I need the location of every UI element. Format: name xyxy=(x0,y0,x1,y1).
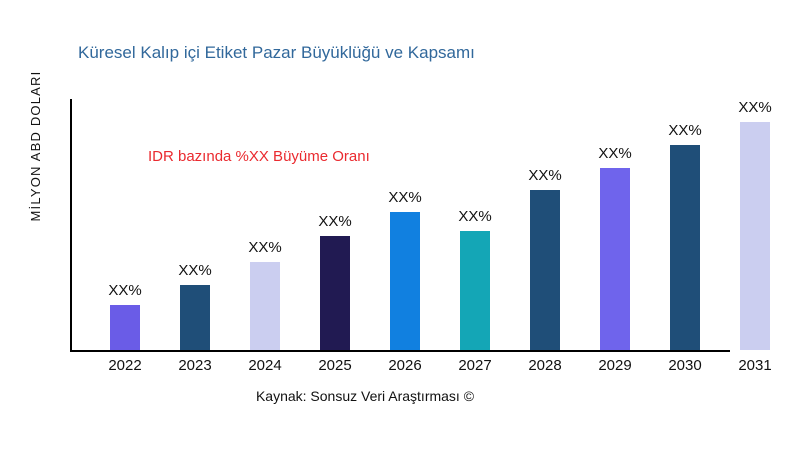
bar-value-label-2024: XX% xyxy=(248,239,282,256)
bar-2025 xyxy=(320,236,350,350)
bar-value-label-2023: XX% xyxy=(178,262,212,279)
bar-value-label-2031: XX% xyxy=(738,99,772,116)
x-tick-label-2023: 2023 xyxy=(178,357,212,374)
x-tick-label-2026: 2026 xyxy=(388,357,422,374)
bar-value-label-2028: XX% xyxy=(528,167,562,184)
bar-value-label-2025: XX% xyxy=(318,213,352,230)
bar-2022 xyxy=(110,305,140,350)
x-tick-label-2030: 2030 xyxy=(668,357,702,374)
x-tick-label-2028: 2028 xyxy=(528,357,562,374)
bar-2026 xyxy=(390,212,420,350)
bar-2029 xyxy=(600,168,630,350)
x-tick-label-2022: 2022 xyxy=(108,357,142,374)
bar-value-label-2027: XX% xyxy=(458,208,492,225)
bar-2024 xyxy=(250,262,280,350)
growth-rate-annotation: IDR bazında %XX Büyüme Oranı xyxy=(148,148,370,165)
bar-value-label-2029: XX% xyxy=(598,145,632,162)
bar-value-label-2030: XX% xyxy=(668,122,702,139)
bar-value-label-2022: XX% xyxy=(108,282,142,299)
y-axis-line xyxy=(70,99,72,350)
y-axis-label: MİLYON ABD DOLARI xyxy=(28,70,43,222)
source-caption: Kaynak: Sonsuz Veri Araştırması © xyxy=(255,388,475,404)
x-tick-label-2025: 2025 xyxy=(318,357,352,374)
bar-2031 xyxy=(740,122,770,350)
bar-value-label-2026: XX% xyxy=(388,189,422,206)
x-tick-label-2024: 2024 xyxy=(248,357,282,374)
x-axis-line xyxy=(70,350,730,352)
bar-2030 xyxy=(670,145,700,350)
chart-title: Küresel Kalıp içi Etiket Pazar Büyüklüğü… xyxy=(78,43,475,62)
x-tick-label-2027: 2027 xyxy=(458,357,492,374)
bar-2027 xyxy=(460,231,490,350)
bar-2028 xyxy=(530,190,560,350)
x-tick-label-2031: 2031 xyxy=(738,357,772,374)
bar-2023 xyxy=(180,285,210,350)
x-tick-label-2029: 2029 xyxy=(598,357,632,374)
